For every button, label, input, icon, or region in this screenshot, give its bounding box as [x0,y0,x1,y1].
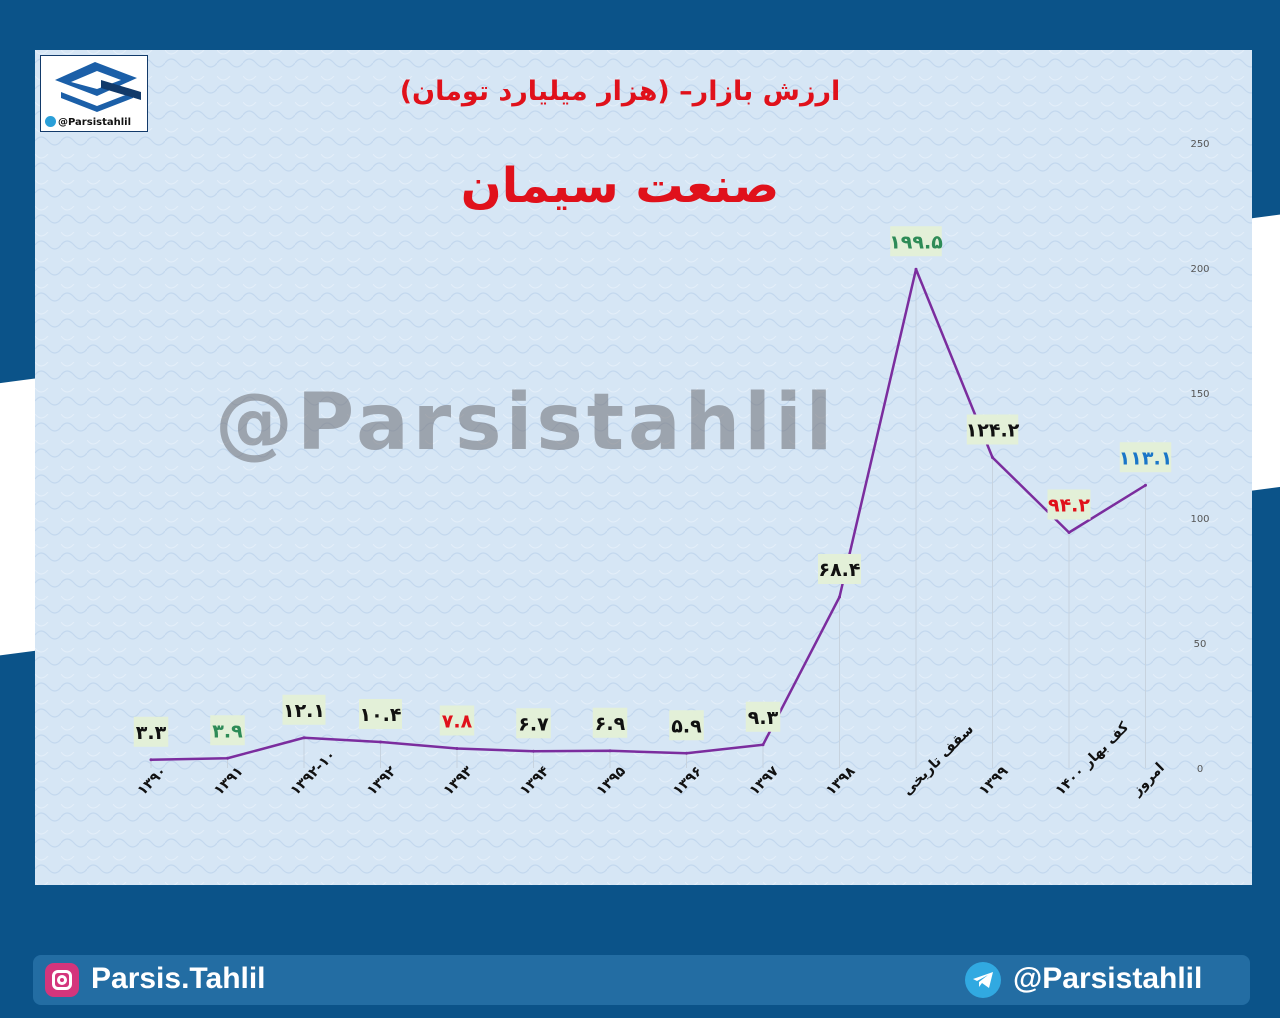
footer-bar: Parsis.Tahlil @Parsistahlil [33,955,1250,1005]
logo-mark-icon [55,62,141,112]
chart-title: ارزش بازار– (هزار میلیارد تومان) [399,76,841,107]
y-tick-label: 200 [1190,264,1209,275]
y-tick-label: 0 [1197,764,1203,775]
data-label: ۳.۳ [136,722,167,744]
data-label-box [966,414,1019,445]
data-label-box [818,554,861,584]
data-label-box [516,708,551,739]
chart-texture [35,50,1252,885]
y-tick-label: 100 [1190,514,1209,525]
instagram-handle[interactable]: Parsis.Tahlil [91,962,266,995]
y-tick-label: 150 [1190,389,1209,400]
data-point [379,740,382,744]
data-label: ۳.۹ [212,720,243,742]
data-label-box [210,715,245,746]
data-label: ۵.۹ [671,715,702,737]
data-label: ۱۹۹.۵ [889,231,943,253]
chart-subtitle: صنعت سیمان [460,158,780,214]
telegram-icon[interactable] [965,962,1001,998]
instagram-icon[interactable] [45,963,79,997]
data-label: ۹.۳ [748,707,779,729]
data-point [532,749,535,753]
data-label: ۶۸.۴ [818,559,860,581]
line-chart: 0 50 100 150 200 250 ۳.۳ ۳.۹ ۱۲.۱ ۱۰.۴ ۷.۸ ۶.۷ ۶.۹ ۵.… [35,50,1252,885]
brand-logo: @Parsistahlil [40,55,148,132]
data-label-box [669,710,704,741]
watermark-text: @Parsistahlil [215,378,837,468]
data-point [914,267,918,271]
data-point [838,595,841,599]
telegram-handle[interactable]: @Parsistahlil [1013,962,1203,995]
y-tick-label: 250 [1190,139,1209,150]
data-label: ۶.۷ [518,713,549,735]
data-point [149,758,153,762]
data-point [761,743,765,747]
y-tick-label: 50 [1194,639,1207,650]
data-label: ۱۰.۴ [359,704,401,726]
data-label-box [1119,442,1172,473]
logo-handle: @Parsistahlil [58,117,132,128]
telegram-small-icon [45,115,56,127]
data-label: ۷.۸ [442,711,473,733]
data-point [991,456,994,459]
chart-panel: 0 50 100 150 200 250 ۳.۳ ۳.۹ ۱۲.۱ ۱۰.۴ ۷.۸ ۶.۷ ۶.۹ ۵.… [35,50,1252,885]
data-label-box [890,226,942,257]
data-label-box [359,699,402,729]
data-point [302,736,306,740]
data-point [608,749,612,753]
data-label: ۹۴.۲ [1048,495,1090,517]
data-point [685,751,688,755]
data-label-box [439,705,475,736]
data-point [455,747,459,750]
data-label-box [1047,489,1091,520]
data-label: ۶.۹ [595,713,626,735]
data-label: ۱۲.۱ [283,700,325,722]
data-label: ۱۱۳.۱ [1119,447,1173,469]
data-point [1067,531,1071,534]
data-label-box [592,707,628,738]
data-point [1144,483,1147,487]
data-label: ۱۲۴.۲ [966,420,1020,442]
data-point [226,756,229,760]
data-label-box [282,694,326,725]
data-label-box [745,701,781,732]
data-label-box [133,716,169,747]
